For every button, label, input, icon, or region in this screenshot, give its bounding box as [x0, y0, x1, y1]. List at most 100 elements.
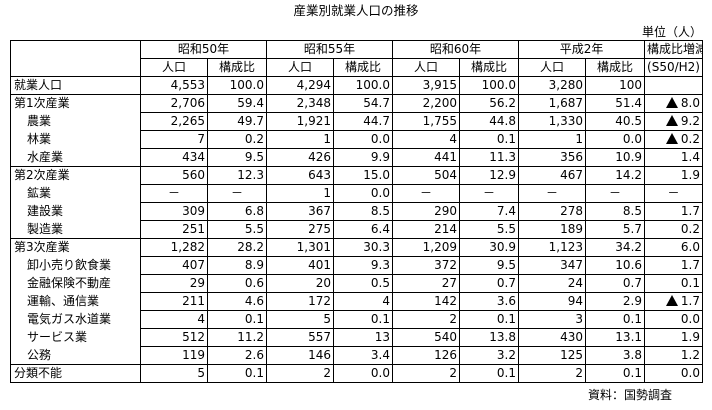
population-cell: 1 [266, 184, 334, 203]
change-cell: 0.1 [644, 274, 704, 293]
ratio-cell: 10.9 [584, 148, 646, 167]
population-cell: － [518, 184, 586, 203]
change-cell: 0.2 [644, 130, 704, 149]
population-cell: 401 [266, 256, 334, 275]
change-value: 0.2 [680, 222, 701, 236]
population-cell: 214 [392, 220, 460, 239]
change-cell: 0.0 [644, 310, 704, 329]
decrease-triangle-icon [665, 115, 678, 126]
ratio-cell: 28.2 [207, 238, 267, 257]
population-cell: 540 [392, 328, 460, 347]
ratio-cell: 0.0 [333, 184, 393, 203]
population-cell: － [140, 184, 208, 203]
change-value: 0.0 [680, 312, 701, 326]
ratio-cell: 5.5 [207, 220, 267, 239]
row-label: 第1次産業 [10, 94, 141, 113]
ratio-cell: 12.3 [207, 166, 267, 185]
population-cell: 2,706 [140, 94, 208, 113]
population-cell: 146 [266, 346, 334, 365]
change-value: － [667, 186, 680, 200]
population-cell: － [392, 184, 460, 203]
population-cell: 1,282 [140, 238, 208, 257]
ratio-cell: 0.1 [207, 310, 267, 329]
row-label: 農業 [10, 112, 141, 131]
row-label: 鉱業 [10, 184, 141, 203]
change-cell: 6.0 [644, 238, 704, 257]
ratio-cell: 30.3 [333, 238, 393, 257]
change-cell: 9.2 [644, 112, 704, 131]
change-cell: 0.2 [644, 220, 704, 239]
row-label: 公務 [10, 346, 141, 365]
change-cell: 0.0 [644, 364, 704, 383]
ratio-cell: 100.0 [333, 76, 393, 95]
population-cell: 2 [392, 310, 460, 329]
change-value: 1.7 [680, 258, 701, 272]
population-cell: 430 [518, 328, 586, 347]
ratio-cell: 56.2 [459, 94, 519, 113]
change-value: 0.0 [680, 366, 701, 380]
row-label: 卸小売り飲食業 [10, 256, 141, 275]
employment-table: 昭和50年 昭和55年 昭和60年 平成2年 構成比増減 人口 構成比 人口 構… [10, 40, 704, 383]
population-cell: 1,687 [518, 94, 586, 113]
ratio-cell: 34.2 [584, 238, 646, 257]
ratio-cell: 0.1 [584, 364, 646, 383]
population-cell: 2,348 [266, 94, 334, 113]
population-cell: 5 [140, 364, 208, 383]
table-body: 就業人口 4,553 100.0 4,294 100.0 3,915 100.0 3,280 1… [10, 76, 704, 383]
header-year-s55: 昭和55年 [266, 40, 393, 59]
ratio-cell: 0.0 [333, 130, 393, 149]
population-cell: 278 [518, 202, 586, 221]
population-cell: 20 [266, 274, 334, 293]
change-cell: － [644, 184, 704, 203]
ratio-cell: 0.1 [584, 310, 646, 329]
change-cell: 1.4 [644, 148, 704, 167]
ratio-cell: 0.6 [207, 274, 267, 293]
population-cell: 512 [140, 328, 208, 347]
population-cell: 426 [266, 148, 334, 167]
population-cell: 372 [392, 256, 460, 275]
change-value: 1.7 [680, 294, 701, 308]
header-ratio: 構成比 [584, 58, 646, 77]
ratio-cell: 0.0 [584, 130, 646, 149]
ratio-cell: 0.1 [459, 364, 519, 383]
ratio-cell: 7.4 [459, 202, 519, 221]
row-label: 就業人口 [10, 76, 141, 95]
table-row: 就業人口 4,553 100.0 4,294 100.0 3,915 100.0 3,280 1… [10, 76, 704, 95]
change-value: 6.0 [680, 240, 701, 254]
population-cell: 407 [140, 256, 208, 275]
change-cell: 1.2 [644, 346, 704, 365]
population-cell: 1 [266, 130, 334, 149]
decrease-triangle-icon [665, 133, 678, 144]
population-cell: 3 [518, 310, 586, 329]
population-cell: 4 [140, 310, 208, 329]
population-cell: 441 [392, 148, 460, 167]
population-cell: 347 [518, 256, 586, 275]
ratio-cell: 0.2 [207, 130, 267, 149]
change-cell: 8.0 [644, 94, 704, 113]
ratio-cell: 3.2 [459, 346, 519, 365]
ratio-cell: 10.6 [584, 256, 646, 275]
table-row: 水産業 434 9.5 426 9.9 441 11.3 356 10.9 1.4 [10, 148, 704, 167]
header-row-sub: 人口 構成比 人口 構成比 人口 構成比 人口 構成比 (S50/H2) [10, 58, 704, 77]
population-cell: 2,200 [392, 94, 460, 113]
ratio-cell: 9.5 [459, 256, 519, 275]
change-value: 1.7 [680, 204, 701, 218]
population-cell: 275 [266, 220, 334, 239]
change-value: 0.1 [680, 276, 701, 290]
header-row-years: 昭和50年 昭和55年 昭和60年 平成2年 構成比増減 [10, 40, 704, 59]
table-row: 金融保険不動産 29 0.6 20 0.5 27 0.7 24 0.7 0.1 [10, 274, 704, 293]
population-cell: 2 [518, 364, 586, 383]
population-cell: 367 [266, 202, 334, 221]
population-cell: 125 [518, 346, 586, 365]
decrease-triangle-icon [665, 97, 678, 108]
ratio-cell: 4 [333, 292, 393, 311]
population-cell: 2 [392, 364, 460, 383]
row-label: 運輸、通信業 [10, 292, 141, 311]
ratio-cell: － [584, 184, 646, 203]
ratio-cell: 2.6 [207, 346, 267, 365]
ratio-cell: 100.0 [459, 76, 519, 95]
ratio-cell: 44.7 [333, 112, 393, 131]
change-value: 0.2 [680, 132, 701, 146]
table-row: 卸小売り飲食業 407 8.9 401 9.3 372 9.5 347 10.6 1.7 [10, 256, 704, 275]
ratio-cell: 2.9 [584, 292, 646, 311]
